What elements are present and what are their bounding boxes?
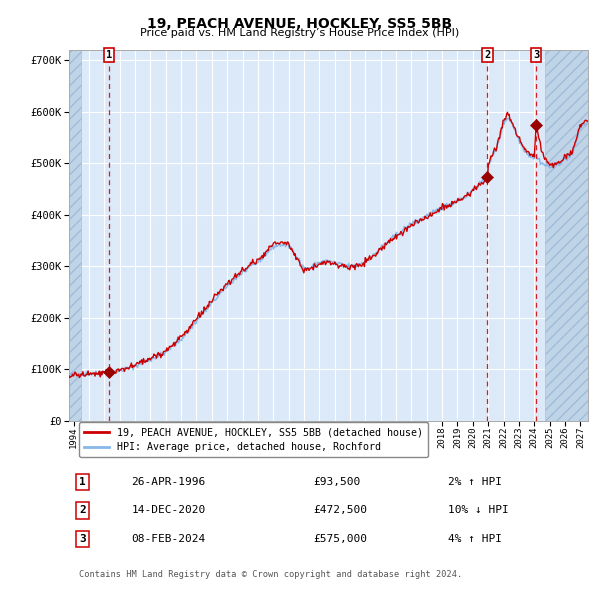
Text: 08-FEB-2024: 08-FEB-2024 — [131, 534, 206, 544]
Text: 1: 1 — [106, 50, 112, 60]
Text: £472,500: £472,500 — [313, 506, 367, 516]
Text: 2% ↑ HPI: 2% ↑ HPI — [448, 477, 502, 487]
Text: 1: 1 — [79, 477, 86, 487]
Text: Price paid vs. HM Land Registry’s House Price Index (HPI): Price paid vs. HM Land Registry’s House … — [140, 28, 460, 38]
Text: 2: 2 — [79, 506, 86, 516]
Text: 26-APR-1996: 26-APR-1996 — [131, 477, 206, 487]
Legend: 19, PEACH AVENUE, HOCKLEY, SS5 5BB (detached house), HPI: Average price, detache: 19, PEACH AVENUE, HOCKLEY, SS5 5BB (deta… — [79, 422, 428, 457]
Text: £93,500: £93,500 — [313, 477, 360, 487]
Text: 19, PEACH AVENUE, HOCKLEY, SS5 5BB: 19, PEACH AVENUE, HOCKLEY, SS5 5BB — [148, 17, 452, 31]
Text: 3: 3 — [533, 50, 539, 60]
Text: 10% ↓ HPI: 10% ↓ HPI — [448, 506, 509, 516]
Text: 14-DEC-2020: 14-DEC-2020 — [131, 506, 206, 516]
Text: 2: 2 — [484, 50, 491, 60]
Text: 4% ↑ HPI: 4% ↑ HPI — [448, 534, 502, 544]
Text: £575,000: £575,000 — [313, 534, 367, 544]
Text: Contains HM Land Registry data © Crown copyright and database right 2024.: Contains HM Land Registry data © Crown c… — [79, 571, 463, 579]
Text: 3: 3 — [79, 534, 86, 544]
